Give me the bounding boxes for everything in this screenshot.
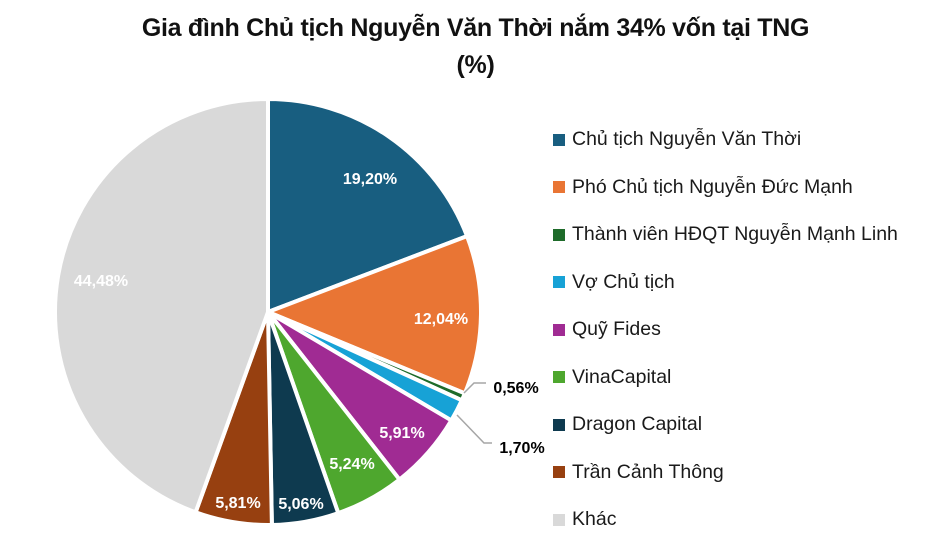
legend-swatch (553, 418, 565, 431)
legend-swatch (553, 466, 565, 479)
data-label: 44,48% (74, 273, 128, 290)
legend-item: Vợ Chủ tịch (553, 259, 898, 307)
data-label: 12,04% (414, 311, 468, 328)
legend-label: VinaCapital (572, 365, 672, 388)
leader-line (456, 414, 492, 444)
legend-label: Vợ Chủ tịch (572, 270, 675, 293)
legend-label: Chủ tịch Nguyễn Văn Thời (572, 128, 802, 151)
data-label: 5,24% (329, 456, 374, 473)
legend-swatch (553, 323, 565, 336)
legend-label: Khác (572, 508, 617, 531)
legend-item: Chủ tịch Nguyễn Văn Thời (553, 116, 898, 164)
legend-label: Trần Cảnh Thông (572, 460, 724, 483)
legend-label: Quỹ Fides (572, 318, 661, 341)
legend-item: VinaCapital (553, 354, 898, 402)
legend-swatch (553, 371, 565, 384)
data-label: 5,81% (215, 495, 260, 512)
legend-item: Phó Chủ tịch Nguyễn Đức Mạnh (553, 164, 898, 212)
legend-swatch (553, 276, 565, 289)
data-label: 0,56% (493, 380, 538, 397)
chart-title-line-2: (%) (456, 51, 495, 79)
chart-title-line-1: Gia đình Chủ tịch Nguyễn Văn Thời nắm 34… (141, 14, 810, 42)
pie-slice (266, 234, 483, 396)
legend-swatch (553, 228, 565, 241)
chart-title: Gia đình Chủ tịch Nguyễn Văn Thời nắm 34… (0, 10, 951, 84)
legend-item: Trần Cảnh Thông (553, 449, 898, 497)
pie-slice (53, 97, 270, 515)
legend-item: Quỹ Fides (553, 306, 898, 354)
leader-line (463, 382, 486, 394)
legend-swatch (553, 181, 565, 194)
data-label: 1,70% (499, 440, 544, 457)
legend-item: Thành viên HĐQT Nguyễn Mạnh Linh (553, 211, 898, 259)
chart-legend: Chủ tịch Nguyễn Văn Thời Phó Chủ tịch Ngu… (553, 116, 898, 544)
data-label: 5,91% (379, 425, 424, 442)
legend-swatch (553, 513, 565, 526)
data-label: 19,20% (343, 171, 397, 188)
legend-label: Phó Chủ tịch Nguyễn Đức Mạnh (572, 175, 853, 198)
legend-label: Thành viên HĐQT Nguyễn Mạnh Linh (572, 223, 898, 246)
pie-slice (266, 97, 470, 314)
legend-label: Dragon Capital (572, 413, 703, 436)
legend-swatch (553, 133, 565, 146)
data-label: 5,06% (278, 496, 323, 513)
legend-item: Dragon Capital (553, 401, 898, 449)
legend-item: Khác (553, 496, 898, 544)
